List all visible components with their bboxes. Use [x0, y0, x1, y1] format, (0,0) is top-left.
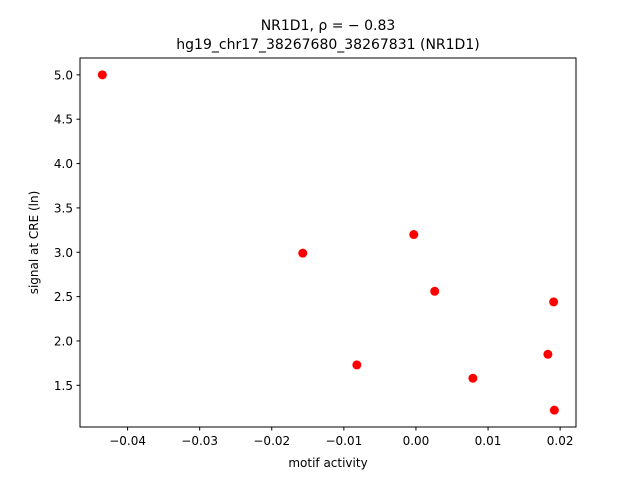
y-axis-label: signal at CRE (ln) [27, 191, 41, 295]
data-point [352, 360, 362, 370]
y-tick-label: 4.5 [54, 113, 73, 127]
plot-frame [79, 57, 577, 428]
chart-subtitle: hg19_chr17_38267680_38267831 (NR1D1) [176, 37, 479, 53]
x-tick-label: 0.02 [547, 434, 574, 448]
y-tick-label: 2.0 [54, 334, 73, 348]
y-tick-label: 5.0 [54, 68, 73, 82]
x-tick-label: −0.02 [253, 434, 290, 448]
data-point [430, 286, 440, 296]
x-tick-label: −0.03 [181, 434, 218, 448]
x-tick-label: −0.04 [109, 434, 146, 448]
x-tick-label: −0.01 [325, 434, 362, 448]
x-tick-label: 0.01 [475, 434, 502, 448]
points-layer [97, 70, 559, 415]
x-ticks: −0.04 −0.03 −0.02 −0.01 0.00 0.01 0.02 [109, 427, 573, 448]
data-point [549, 297, 559, 307]
data-point [298, 248, 308, 258]
data-point [468, 373, 478, 383]
x-tick-label: 0.00 [403, 434, 430, 448]
data-point [549, 405, 559, 415]
y-tick-label: 3.5 [54, 201, 73, 215]
y-ticks: 1.5 2.0 2.5 3.0 3.5 4.0 4.5 5.0 [54, 68, 80, 393]
chart-title: NR1D1, ρ = − 0.83 [261, 18, 396, 34]
data-point [409, 230, 419, 240]
x-axis-label: motif activity [288, 456, 367, 470]
y-tick-label: 4.0 [54, 157, 73, 171]
y-tick-label: 3.0 [54, 246, 73, 260]
data-point [97, 70, 107, 80]
y-tick-label: 2.5 [54, 290, 73, 304]
data-point [543, 349, 553, 359]
y-tick-label: 1.5 [54, 379, 73, 393]
